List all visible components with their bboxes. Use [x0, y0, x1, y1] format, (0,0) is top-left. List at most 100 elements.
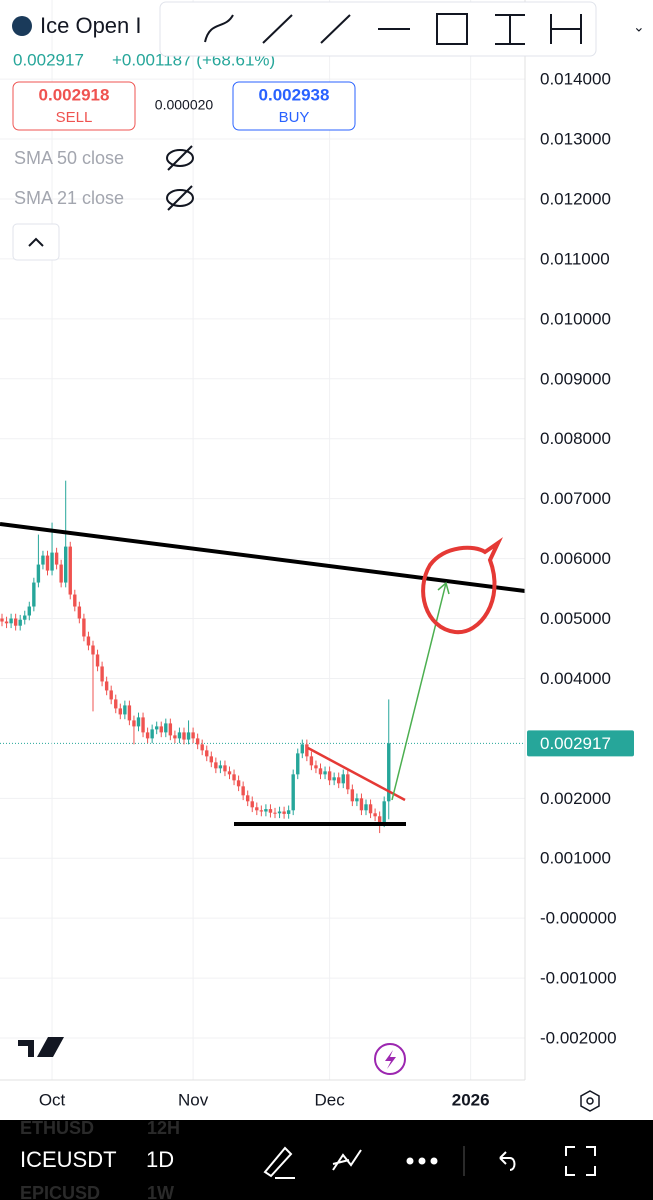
candle-body	[164, 723, 168, 733]
y-tick-label: 0.010000	[540, 309, 611, 328]
candle-body	[255, 807, 259, 811]
candle-body	[86, 636, 91, 646]
candle-body	[387, 743, 391, 802]
candle-body	[95, 654, 100, 667]
y-tick-label: 0.005000	[540, 609, 611, 628]
bottom-interval[interactable]: 1D	[146, 1147, 174, 1172]
candle-body	[359, 798, 364, 811]
indicator[interactable]: SMA 50 close	[14, 148, 124, 168]
candle-body	[246, 795, 250, 802]
candle-body	[9, 618, 13, 624]
settings-dot	[586, 1097, 594, 1105]
tool-curve[interactable]	[204, 14, 234, 43]
candle-body	[177, 732, 182, 739]
tool-vmeasure[interactable]	[495, 14, 525, 45]
arrow-head	[437, 581, 450, 595]
candle-body	[36, 564, 41, 583]
toolbar-icons	[204, 13, 582, 45]
candle-body	[45, 555, 50, 571]
candle-body	[50, 552, 54, 571]
candle-body	[373, 813, 377, 817]
candle-body	[218, 765, 223, 769]
candle-body	[0, 618, 4, 622]
y-tick-label: 0.009000	[540, 369, 611, 388]
candle-body	[13, 618, 18, 626]
candle-body	[305, 744, 309, 757]
undo-icon[interactable]	[499, 1151, 516, 1171]
candle-body	[195, 738, 200, 745]
bottom-symbol[interactable]: ICEUSDT	[20, 1147, 117, 1172]
candle-body	[300, 744, 304, 754]
y-tick-label: 0.011000	[540, 249, 610, 268]
candle-body	[27, 606, 31, 616]
candle-body	[268, 809, 273, 813]
y-tick-label: 0.007000	[540, 489, 611, 508]
x-tick-label: 2026	[452, 1090, 490, 1109]
candle-body	[132, 720, 136, 727]
candle-body	[277, 811, 282, 814]
buy-button[interactable]	[232, 81, 356, 131]
candle-body	[227, 771, 232, 775]
candle-body	[136, 717, 141, 727]
symbol-logo	[12, 16, 32, 36]
candle-body	[127, 705, 132, 721]
sell-label: SELL	[56, 109, 93, 126]
collapse-button[interactable]	[12, 223, 60, 261]
tool-hmeasure[interactable]	[550, 14, 582, 44]
candle-body	[214, 762, 218, 769]
background	[0, 0, 653, 1120]
dropdown[interactable]: ⌄	[633, 19, 645, 35]
ghost-interval: 12H	[147, 1118, 180, 1138]
pen-icon[interactable]	[263, 1146, 295, 1179]
y-tick-label: 0.004000	[540, 669, 611, 688]
candle-body	[364, 804, 368, 811]
fullscreen-icon[interactable]	[565, 1146, 596, 1176]
y-tick-label: 0.014000	[540, 70, 611, 89]
candle-body	[355, 798, 359, 802]
indicator[interactable]: SMA 21 close	[14, 188, 124, 208]
candle-body	[18, 619, 22, 626]
trend-line	[0, 522, 526, 593]
y-tick-label: 0.001000	[540, 849, 611, 868]
tv-logo	[18, 1037, 64, 1057]
settings-icon[interactable]	[580, 1090, 600, 1112]
candle-body	[59, 564, 63, 583]
candle-body	[54, 552, 59, 565]
candle-body	[109, 690, 113, 700]
ghost-interval: 1W	[147, 1183, 174, 1200]
tool-rect[interactable]	[436, 13, 468, 45]
tool-line[interactable]	[320, 14, 351, 44]
alert-icon[interactable]	[374, 1043, 406, 1075]
circle-mark	[421, 537, 503, 635]
candle-body	[350, 789, 355, 802]
candle-body	[368, 804, 373, 814]
candle-body	[155, 726, 159, 730]
grid	[0, 0, 525, 1080]
candle-body	[318, 768, 323, 775]
price: 0.002917	[13, 50, 84, 69]
symbol-name: Ice Open I	[40, 13, 142, 38]
candle-body	[41, 555, 45, 565]
candle-body	[223, 765, 227, 772]
candle-body	[309, 756, 314, 766]
bottom-icons	[263, 1146, 596, 1179]
y-tick-label: 0.002000	[540, 789, 611, 808]
candle-body	[173, 735, 177, 739]
tool-arrow[interactable]	[262, 14, 293, 44]
drawings-icon[interactable]	[332, 1149, 362, 1171]
candle-body	[145, 732, 150, 739]
sell-price: 0.002918	[39, 85, 110, 104]
hide-icons	[166, 145, 194, 211]
buy-label: BUY	[279, 109, 310, 126]
candle-body	[377, 816, 382, 823]
candle-body	[23, 615, 27, 620]
sell-button[interactable]	[12, 81, 136, 131]
y-tick-label: 0.006000	[540, 549, 611, 568]
ghost-symbol: EPICUSD	[20, 1183, 100, 1200]
y-tick-label: 0.013000	[540, 130, 611, 149]
candle-body	[73, 594, 77, 607]
candle-body	[32, 582, 36, 607]
candle-body	[182, 732, 186, 740]
